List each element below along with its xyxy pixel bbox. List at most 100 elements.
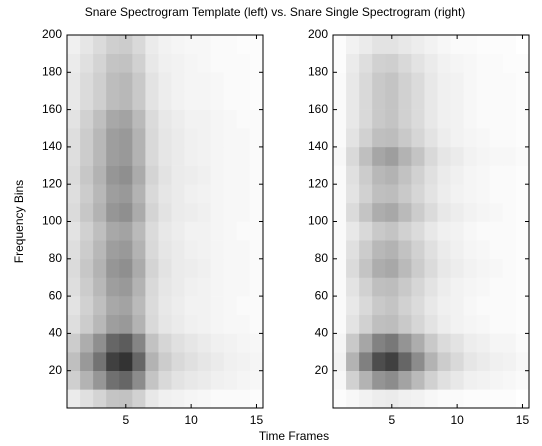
heatmap-cell xyxy=(333,221,347,241)
heatmap-cell xyxy=(184,333,198,353)
heatmap-cell xyxy=(359,202,373,222)
heatmap-cell xyxy=(197,35,212,54)
heatmap-cell xyxy=(145,258,159,278)
heatmap-cell xyxy=(398,128,412,148)
heatmap-cell xyxy=(489,352,504,371)
heatmap-cell xyxy=(184,314,198,334)
heatmap-cell xyxy=(158,165,172,185)
heatmap-cell xyxy=(223,72,238,92)
heatmap-cell xyxy=(171,165,185,185)
heatmap-cell xyxy=(223,109,238,129)
heatmap-cell xyxy=(489,35,504,54)
heatmap-cell xyxy=(476,146,491,166)
heatmap-cell xyxy=(359,221,373,241)
heatmap-cell xyxy=(424,221,438,241)
heatmap-cell xyxy=(171,202,185,222)
heatmap-cell xyxy=(145,389,159,409)
heatmap-cell xyxy=(450,352,464,371)
heatmap-cell xyxy=(463,109,478,129)
heatmap-cell xyxy=(359,35,373,54)
heatmap-cell xyxy=(210,314,225,334)
heatmap-cell xyxy=(106,296,120,316)
heatmap-cell xyxy=(210,90,225,110)
heatmap-cell xyxy=(249,314,264,334)
heatmap-cell xyxy=(93,352,107,371)
heatmap-cell xyxy=(489,146,504,166)
heatmap-cell xyxy=(437,202,451,222)
heatmap-cell xyxy=(171,128,185,148)
heatmap-cell xyxy=(67,128,81,148)
heatmap-cell xyxy=(145,35,159,54)
heatmap-cell xyxy=(489,72,504,92)
heatmap-cell xyxy=(515,370,530,390)
heatmap-cell xyxy=(398,184,412,204)
heatmap-cell xyxy=(333,333,347,353)
heatmap-cell xyxy=(171,221,185,241)
heatmap-cell xyxy=(385,258,399,278)
y-tick-label: 180 xyxy=(42,64,62,78)
heatmap-cell xyxy=(158,221,172,241)
heatmap-cell xyxy=(67,146,81,166)
heatmap-cell xyxy=(476,202,491,222)
heatmap-cell xyxy=(346,333,360,353)
heatmap-cell xyxy=(359,240,373,260)
heatmap-cell xyxy=(333,109,347,129)
heatmap-cell xyxy=(476,277,491,297)
heatmap-cell xyxy=(424,202,438,222)
heatmap-cell xyxy=(249,109,264,129)
heatmap-cell xyxy=(145,90,159,110)
heatmap-cell xyxy=(80,128,94,148)
heatmap-cell xyxy=(463,352,478,371)
heatmap-cell xyxy=(450,370,464,390)
heatmap-cell xyxy=(132,146,146,166)
heatmap-cell xyxy=(171,333,185,353)
y-tick-label: 200 xyxy=(308,27,328,41)
heatmap-cell xyxy=(210,35,225,54)
heatmap-cell xyxy=(236,277,251,297)
heatmap-cell xyxy=(437,333,451,353)
heatmap-cell xyxy=(476,128,491,148)
heatmap-cell xyxy=(463,221,478,241)
heatmap-cell xyxy=(450,221,464,241)
heatmap-cell xyxy=(424,146,438,166)
heatmap-cell xyxy=(80,258,94,278)
heatmap-cell xyxy=(158,333,172,353)
heatmap-cell xyxy=(463,202,478,222)
heatmap-cell xyxy=(463,35,478,54)
heatmap-cell xyxy=(236,35,251,54)
heatmap-cell xyxy=(346,202,360,222)
heatmap-cell xyxy=(372,35,386,54)
heatmap-cell xyxy=(372,72,386,92)
heatmap-cell xyxy=(158,370,172,390)
heatmap-cell xyxy=(210,221,225,241)
heatmap-cell xyxy=(385,109,399,129)
y-tick-label: 120 xyxy=(308,176,328,190)
heatmap-cell xyxy=(236,240,251,260)
heatmap-cell xyxy=(489,277,504,297)
heatmap-cell xyxy=(184,221,198,241)
heatmap-cell xyxy=(385,128,399,148)
heatmap-cell xyxy=(463,314,478,334)
heatmap-cell xyxy=(424,296,438,316)
heatmap-cell xyxy=(119,314,133,334)
heatmap-cell xyxy=(385,389,399,409)
heatmap-cell xyxy=(515,128,530,148)
heatmap-cell xyxy=(67,240,81,260)
heatmap-cell xyxy=(398,277,412,297)
heatmap-cell xyxy=(106,277,120,297)
heatmap-cell xyxy=(158,389,172,409)
heatmap-cell xyxy=(385,90,399,110)
heatmap-cell xyxy=(184,128,198,148)
heatmap-cell xyxy=(145,128,159,148)
heatmap-cell xyxy=(463,333,478,353)
y-tick-label: 140 xyxy=(42,139,62,153)
heatmap-cell xyxy=(119,296,133,316)
heatmap-cell xyxy=(223,296,238,316)
heatmap-cell xyxy=(437,53,451,73)
heatmap-cell xyxy=(346,35,360,54)
heatmap-cell xyxy=(437,258,451,278)
heatmap-cell xyxy=(502,165,517,185)
heatmap-cell xyxy=(398,72,412,92)
heatmap-cell xyxy=(502,128,517,148)
heatmap-cell xyxy=(236,184,251,204)
